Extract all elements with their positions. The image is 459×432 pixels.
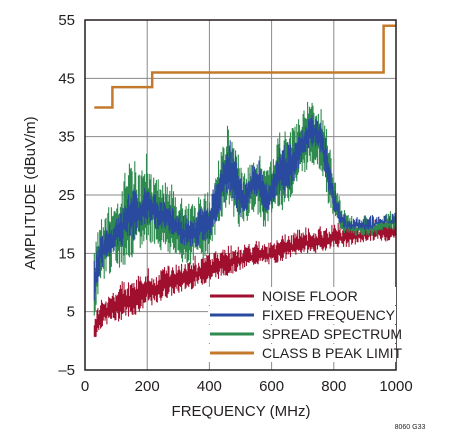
x-tick-label: 800	[321, 378, 346, 395]
y-tick-label: 5	[67, 304, 75, 321]
plot-area	[93, 24, 397, 338]
y-tick-label: 35	[58, 129, 75, 146]
legend-bg	[208, 306, 396, 324]
y-tick-label: 55	[58, 12, 75, 29]
legend-bg	[208, 287, 396, 305]
x-tick-label: 400	[197, 378, 222, 395]
y-tick-label: 45	[58, 70, 75, 87]
fixed-frequency-series	[93, 115, 397, 301]
figure-id: 8060 G33	[395, 424, 426, 431]
x-axis-label: FREQUENCY (MHz)	[172, 403, 311, 420]
legend-bg	[208, 325, 396, 343]
legend: NOISE FLOOR FIXED FREQUENCY SPREAD SPECTRU…	[208, 287, 402, 362]
x-tick-label: 600	[259, 378, 284, 395]
plot-frame	[84, 19, 397, 371]
y-tick-label: –5	[58, 362, 75, 379]
fixed-frequency-series-trace	[93, 115, 397, 301]
legend-label-spread-spectrum: SPREAD SPECTRUM	[262, 326, 402, 342]
x-tick-label: 0	[81, 378, 89, 395]
legend-bg	[208, 344, 396, 362]
class-b-peak-limit-series	[94, 24, 396, 109]
legend-label-fixed-frequency: FIXED FREQUENCY	[262, 307, 396, 323]
x-tick-label: 1000	[379, 378, 412, 395]
y-tick-label: 25	[58, 187, 75, 204]
legend-label-class-b-peak-limit: CLASS B PEAK LIMIT	[262, 345, 402, 361]
y-axis-label: AMPLITUDE (dBuV/m)	[22, 116, 39, 269]
legend-label-noise-floor: NOISE FLOOR	[262, 288, 358, 304]
x-axis-ticks: 0 200 400 600 800 1000	[81, 378, 413, 395]
y-tick-label: 15	[58, 245, 75, 262]
x-tick-label: 200	[135, 378, 160, 395]
y-axis-ticks: –5 5 15 25 35 45 55	[58, 12, 75, 379]
